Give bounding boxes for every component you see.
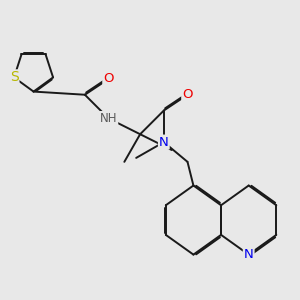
- Text: O: O: [182, 88, 193, 101]
- Text: O: O: [103, 72, 114, 86]
- Text: N: N: [244, 248, 254, 261]
- Text: N: N: [159, 136, 169, 148]
- Text: NH: NH: [100, 112, 117, 125]
- Text: S: S: [10, 70, 18, 84]
